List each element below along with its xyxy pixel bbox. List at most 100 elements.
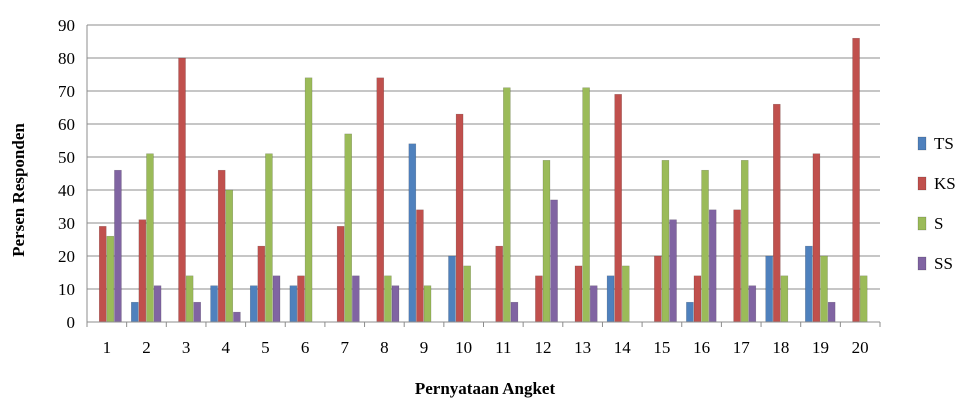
bar-ks bbox=[297, 275, 305, 323]
bar-s bbox=[423, 285, 432, 323]
bar-ts bbox=[765, 255, 773, 323]
bar-ks bbox=[773, 103, 781, 323]
y-tick-label: 50 bbox=[58, 148, 75, 167]
bar-ks bbox=[455, 113, 464, 323]
bar-ss bbox=[193, 301, 201, 323]
bar-ss bbox=[114, 169, 122, 323]
bar-ss bbox=[827, 301, 836, 323]
bar-ts bbox=[249, 285, 258, 323]
x-tick-labels: 1 2 3 4 5 6 7 8 9 10 11 12 13 14 15 16 17 18 19 20 bbox=[103, 338, 869, 357]
y-tick-label: 40 bbox=[58, 181, 75, 200]
y-tick-label: 80 bbox=[58, 49, 75, 68]
bar-s bbox=[780, 275, 789, 323]
bar-s bbox=[582, 87, 590, 323]
bar-ss bbox=[669, 219, 677, 323]
bar-ts bbox=[289, 285, 298, 323]
bar-ts bbox=[805, 245, 813, 323]
bar-s bbox=[344, 133, 352, 323]
bar-ks bbox=[416, 209, 424, 323]
bar-ss bbox=[748, 285, 757, 323]
x-tick-label: 17 bbox=[733, 338, 751, 357]
bar-ks bbox=[574, 265, 583, 323]
x-tick-label: 14 bbox=[614, 338, 632, 357]
bar-s bbox=[185, 275, 194, 323]
bar-ts bbox=[686, 301, 694, 323]
legend-label: SS bbox=[934, 254, 953, 273]
bar-s bbox=[740, 160, 749, 323]
legend-label: TS bbox=[934, 134, 954, 153]
x-tick-label: 2 bbox=[142, 338, 151, 357]
y-tick-label: 90 bbox=[58, 16, 75, 35]
bar-ss bbox=[153, 285, 162, 323]
bar-ks bbox=[812, 153, 821, 323]
x-tick-label: 8 bbox=[380, 338, 389, 357]
bar-ks bbox=[257, 245, 266, 323]
y-axis-label: Persen Responden bbox=[9, 123, 28, 257]
y-tick-label: 0 bbox=[67, 313, 76, 332]
bar-ts bbox=[448, 255, 456, 323]
bar-s bbox=[384, 275, 392, 323]
bar-s bbox=[661, 160, 670, 323]
bar-s bbox=[542, 160, 551, 323]
x-tick-label: 18 bbox=[772, 338, 789, 357]
x-tick-label: 16 bbox=[693, 338, 710, 357]
x-tick-label: 3 bbox=[182, 338, 191, 357]
x-tick-label: 5 bbox=[261, 338, 270, 357]
bar-ts bbox=[131, 301, 139, 323]
bar-s bbox=[106, 235, 115, 323]
x-tick-label: 12 bbox=[534, 338, 551, 357]
bar-ss bbox=[391, 285, 400, 323]
bar-ks bbox=[138, 219, 147, 323]
y-tick-label: 70 bbox=[58, 82, 75, 101]
y-tick-label: 30 bbox=[58, 214, 75, 233]
y-tick-label: 10 bbox=[58, 280, 75, 299]
bar-ks bbox=[217, 169, 226, 323]
bar-s bbox=[146, 153, 154, 323]
bar-ss bbox=[352, 275, 360, 323]
bar-ss bbox=[272, 275, 281, 323]
bar-s bbox=[304, 77, 313, 323]
bar-ts bbox=[210, 285, 218, 323]
bar-s bbox=[265, 153, 273, 323]
bar-ks bbox=[733, 209, 741, 323]
bar-ks bbox=[98, 226, 107, 323]
legend-swatch bbox=[917, 256, 927, 271]
y-tick-labels: 0 10 20 30 40 50 60 70 80 90 bbox=[58, 16, 75, 332]
legend-label: KS bbox=[934, 174, 956, 193]
bar-ks bbox=[654, 255, 662, 323]
bar-s bbox=[820, 255, 828, 323]
x-tick-label: 9 bbox=[420, 338, 429, 357]
y-tick-label: 60 bbox=[58, 115, 75, 134]
x-tick-label: 20 bbox=[852, 338, 869, 357]
bar-ks bbox=[852, 37, 860, 323]
bar-ss bbox=[510, 301, 519, 323]
bar-ss bbox=[589, 285, 598, 323]
bar-ks bbox=[336, 226, 345, 323]
bar-ks bbox=[178, 57, 186, 323]
legend-swatch bbox=[917, 216, 927, 231]
bars bbox=[98, 37, 868, 323]
bar-ts bbox=[408, 143, 417, 323]
x-tick-label: 19 bbox=[812, 338, 829, 357]
x-tick-label: 13 bbox=[574, 338, 591, 357]
x-tick-label: 11 bbox=[495, 338, 511, 357]
bar-s bbox=[225, 189, 234, 323]
gridlines bbox=[87, 24, 880, 290]
bar-s bbox=[859, 275, 868, 323]
x-tick-label: 7 bbox=[340, 338, 349, 357]
x-tick-label: 1 bbox=[103, 338, 112, 357]
bar-s bbox=[701, 169, 709, 323]
bar-ss bbox=[550, 199, 558, 323]
x-tick-label: 10 bbox=[455, 338, 472, 357]
bar-ks bbox=[535, 275, 543, 323]
bar-ts bbox=[606, 275, 615, 323]
bar-s bbox=[622, 265, 630, 323]
x-tick-label: 4 bbox=[222, 338, 231, 357]
legend-label: S bbox=[934, 214, 943, 233]
x-tick-label: 6 bbox=[301, 338, 310, 357]
bar-s bbox=[463, 265, 471, 323]
bar-ss bbox=[233, 311, 241, 323]
bar-ks bbox=[495, 245, 503, 323]
